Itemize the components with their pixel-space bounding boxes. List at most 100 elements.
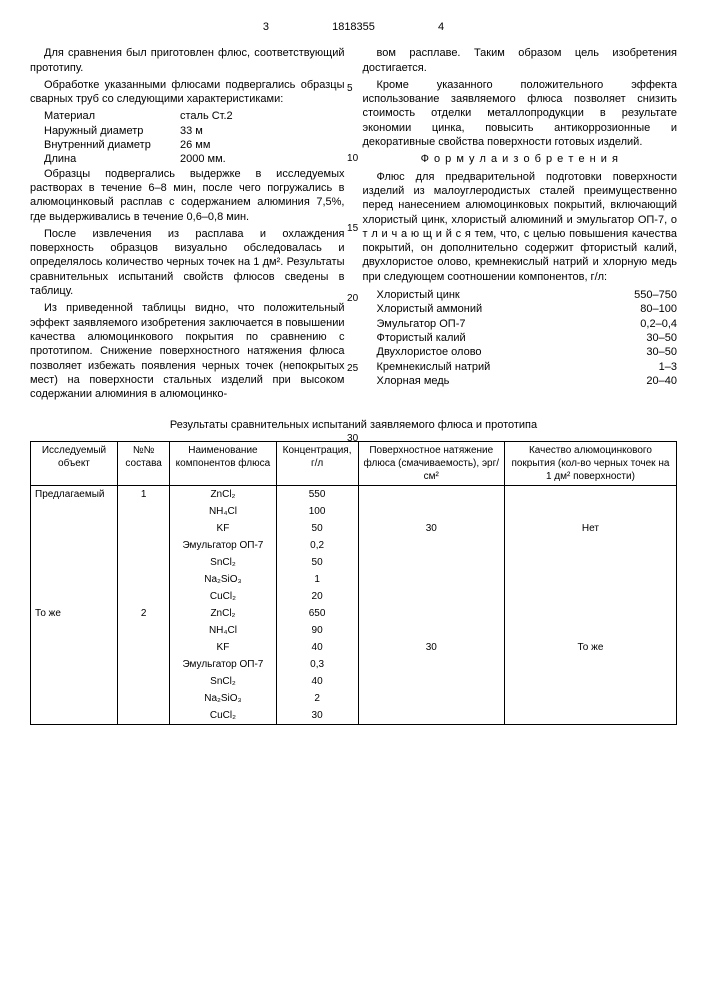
table-cell: 1 <box>117 485 169 503</box>
comp-val: 30–50 <box>617 345 677 359</box>
table-cell: 40 <box>276 673 358 690</box>
table-cell <box>31 673 118 690</box>
spec-val: сталь Ст.2 <box>180 109 233 123</box>
table-cell: CuCl₂ <box>170 707 276 725</box>
table-cell <box>117 690 169 707</box>
table-cell <box>358 673 504 690</box>
table-cell: 50 <box>276 554 358 571</box>
table-cell <box>358 656 504 673</box>
table-cell <box>31 537 118 554</box>
line-marker: 10 <box>347 152 358 165</box>
spec-val: 26 мм <box>180 138 210 152</box>
spec-val: 2000 мм. <box>180 152 226 166</box>
table-cell <box>504 588 676 605</box>
table-cell <box>358 707 504 725</box>
comp-name: Хлористый аммоний <box>363 302 618 316</box>
para: Кроме указанного положительного эффекта … <box>363 78 678 149</box>
results-table: Исследуемый объект №№ состава Наименован… <box>30 441 677 725</box>
comp-val: 20–40 <box>617 374 677 388</box>
table-cell: ZnCl₂ <box>170 485 276 503</box>
spec-label: Материал <box>30 109 180 123</box>
table-cell: Нет <box>504 520 676 537</box>
table-cell: 0,2 <box>276 537 358 554</box>
comp-name: Двухлористое олово <box>363 345 618 359</box>
para: Из приведенной таблицы видно, что положи… <box>30 301 345 401</box>
th: Наименование компонентов флюса <box>170 441 276 485</box>
table-cell <box>358 503 504 520</box>
comp-name: Хлорная медь <box>363 374 618 388</box>
table-cell <box>504 605 676 622</box>
table-cell: Предлагаемый <box>31 485 118 503</box>
table-cell <box>504 571 676 588</box>
table-cell <box>117 503 169 520</box>
line-marker: 20 <box>347 292 358 305</box>
table-cell <box>31 707 118 725</box>
table-cell: То же <box>504 639 676 656</box>
table-cell <box>504 554 676 571</box>
line-marker: 5 <box>347 82 353 95</box>
table-cell <box>31 520 118 537</box>
spec-label: Наружный диаметр <box>30 124 180 138</box>
table-cell <box>358 622 504 639</box>
para: Обработке указанными флюсами подвергалис… <box>30 78 345 107</box>
table-cell <box>358 485 504 503</box>
table-cell <box>117 588 169 605</box>
table-cell: 100 <box>276 503 358 520</box>
table-cell <box>31 571 118 588</box>
spec-label: Внутренний диаметр <box>30 138 180 152</box>
table-cell: NH₄Cl <box>170 503 276 520</box>
line-marker: 25 <box>347 362 358 375</box>
table-cell: Эмульгатор ОП-7 <box>170 656 276 673</box>
table-cell: 2 <box>117 605 169 622</box>
table-cell: SnCl₂ <box>170 673 276 690</box>
table-cell: SnCl₂ <box>170 554 276 571</box>
spec-list: Материалсталь Ст.2 Наружный диаметр33 м … <box>30 109 345 166</box>
table-title: Результаты сравнительных испытаний заявл… <box>30 418 677 432</box>
table-cell <box>117 537 169 554</box>
formula-text: Флюс для предварительной подготовки пове… <box>363 170 678 284</box>
table-cell <box>31 656 118 673</box>
table-cell <box>504 503 676 520</box>
table-cell: ZnCl₂ <box>170 605 276 622</box>
table-cell: 650 <box>276 605 358 622</box>
table-cell: 30 <box>358 639 504 656</box>
table-cell: 0,3 <box>276 656 358 673</box>
table-cell: 50 <box>276 520 358 537</box>
table-cell: 2 <box>276 690 358 707</box>
table-cell: 90 <box>276 622 358 639</box>
table-cell: 40 <box>276 639 358 656</box>
table-cell <box>358 605 504 622</box>
table-cell <box>31 588 118 605</box>
table-cell <box>504 690 676 707</box>
th: Качество алюмоцинкового покрытия (кол-во… <box>504 441 676 485</box>
para: Для сравнения был приготовлен флюс, соот… <box>30 46 345 75</box>
left-column: Для сравнения был приготовлен флюс, соот… <box>30 46 345 404</box>
table-cell <box>504 622 676 639</box>
comp-name: Фтористый калий <box>363 331 618 345</box>
table-cell: 20 <box>276 588 358 605</box>
page-left: 3 <box>263 21 269 33</box>
comp-val: 550–750 <box>617 288 677 302</box>
th: Концентрация, г/л <box>276 441 358 485</box>
spec-val: 33 м <box>180 124 203 138</box>
line-marker: 15 <box>347 222 358 235</box>
para: вом расплаве. Таким образом цель изобрет… <box>363 46 678 75</box>
table-cell: NH₄Cl <box>170 622 276 639</box>
table-cell <box>31 639 118 656</box>
right-column: вом расплаве. Таким образом цель изобрет… <box>363 46 678 404</box>
formula-title: Ф о р м у л а и з о б р е т е н и я <box>363 152 678 166</box>
page-right: 4 <box>438 21 444 33</box>
table-cell: То же <box>31 605 118 622</box>
table-cell <box>31 554 118 571</box>
component-list: Хлористый цинк550–750 Хлористый аммоний8… <box>363 288 678 388</box>
table-cell <box>504 656 676 673</box>
table-cell: KF <box>170 639 276 656</box>
table-cell <box>358 554 504 571</box>
spec-label: Длина <box>30 152 180 166</box>
table-cell <box>504 485 676 503</box>
table-cell <box>358 588 504 605</box>
table-cell <box>117 673 169 690</box>
comp-val: 80–100 <box>617 302 677 316</box>
patent-number: 1818355 <box>332 20 375 34</box>
table-cell <box>31 503 118 520</box>
